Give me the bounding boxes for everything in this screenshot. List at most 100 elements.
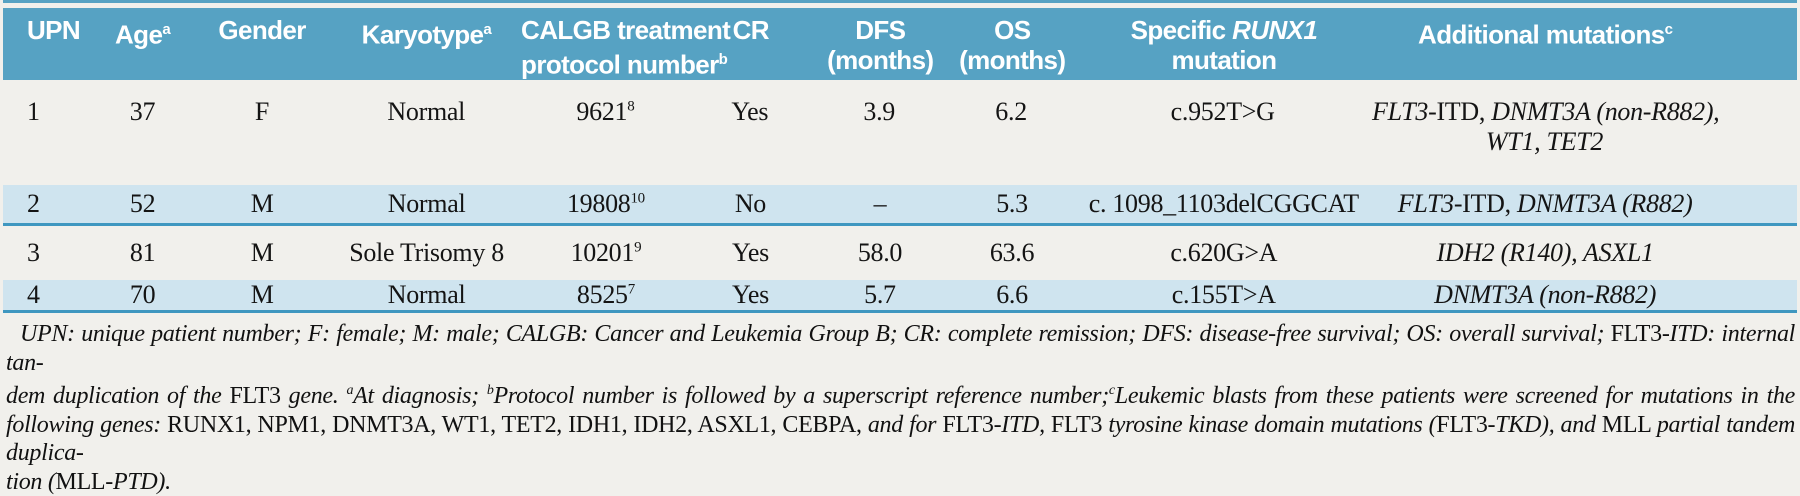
gene-name: FLT3 [942,412,993,438]
footnote-superscript-b: b [487,383,494,398]
cell-dfs: 3.9 [810,97,949,127]
gene-name: FLT3 [1398,189,1454,218]
cell-runx1-mutation: c. 1098_1103delCGGCAT [1074,189,1373,219]
cell-os: 63.6 [950,238,1075,268]
table-row: 3 81 M Sole Trisomy 8 102019 Yes 58.0 63… [3,226,1797,280]
col-header-additional-mutations: Additional mutationsc [1373,15,1797,50]
reference-superscript: 7 [628,281,635,297]
header-superscript: a [162,21,170,38]
cell-dfs: 5.7 [810,280,950,310]
cell-os: 6.2 [949,97,1073,127]
header-label: OS [950,15,1075,45]
cell-additional-mutations: FLT3-ITD, DNMT3A (non-R882), WT1, TET2 [1372,97,1797,157]
col-header-age: Agea [93,15,193,50]
col-header-runx1-mutation: Specific RUNX1 mutation [1075,15,1374,75]
header-label: Age [115,20,162,50]
cell-gender: M [192,189,332,219]
header-label: Additional mutations [1418,20,1665,50]
cell-os: 5.3 [950,189,1075,219]
cell-upn: 3 [3,238,93,268]
footnote-line: dem duplication of the FLT3 gene. aAt di… [6,377,1795,411]
col-header-upn: UPN [3,15,93,45]
gene-name: DNMT3A (non-R882), [1491,97,1719,126]
header-label: mutation [1075,45,1374,75]
reference-superscript: 8 [627,98,634,114]
gene-name: FLT3 [229,383,280,409]
col-header-gender: Gender [192,15,331,45]
header-superscript: b [719,51,728,68]
cell-additional-mutations: DNMT3A (non-R882) [1373,280,1797,310]
cell-protocol: 96218 [521,97,690,127]
cell-age: 81 [93,238,193,268]
header-label: Specific [1131,15,1233,45]
col-header-cr: CR [691,15,811,45]
footnote-line: tion (MLL-PTD). [6,468,1795,496]
header-label: CALGB treatment [521,15,691,45]
cell-runx1-mutation: c.155T>A [1074,280,1373,310]
header-label: Gender [192,15,331,45]
table-header-row: UPN Agea Gender Karyotypea CALGB treatme… [3,8,1797,80]
cell-gender: F [192,97,331,127]
col-header-dfs: DFS (months) [811,15,950,75]
gene-name: MLL [1602,412,1657,438]
cell-protocol: 1980810 [521,189,690,219]
cell-protocol: 85257 [521,280,690,310]
gene-name: FLT3 [1051,412,1108,438]
gene-name: DNMT3A (R882) [1517,189,1692,218]
gene-name: FLT3 [1372,97,1428,126]
cell-gender: M [192,280,332,310]
cell-additional-mutations: IDH2 (R140), ASXL1 [1373,238,1797,268]
gene-name: WT1, TET2 [1372,127,1717,157]
col-header-protocol: CALGB treatment protocol numberb [521,15,691,80]
cell-cr: Yes [691,238,811,268]
header-label: DFS [811,15,950,45]
cell-upn: 4 [3,280,93,310]
cell-dfs: 58.0 [810,238,950,268]
header-label: protocol number [521,50,719,80]
footnote-line: UPN: unique patient number; F: female; M… [6,320,1795,377]
cell-karyotype: Sole Trisomy 8 [332,238,521,268]
footnote: UPN: unique patient number; F: female; M… [6,320,1795,496]
col-header-karyotype: Karyotypea [332,15,521,50]
table-row: 1 37 F Normal 96218 Yes 3.9 6.2 c.952T>G… [3,80,1797,185]
reference-superscript: 9 [634,239,641,255]
cell-additional-mutations: FLT3-ITD, DNMT3A (R882) [1373,189,1797,219]
cell-karyotype: Normal [332,97,521,127]
cell-age: 37 [93,97,193,127]
gene-name: DNMT3A (non-R882) [1434,280,1656,309]
gene-name: IDH2 (R140), ASXL1 [1436,238,1653,267]
table-row: 4 70 M Normal 85257 Yes 5.7 6.6 c.155T>A… [3,280,1797,313]
header-superscript: c [1665,21,1673,38]
cell-gender: M [192,238,332,268]
cell-cr: No [691,189,811,219]
header-label: Karyotype [362,20,484,50]
gene-name: MLL [56,469,106,495]
cell-runx1-mutation: c.620G>A [1074,238,1373,268]
gene-name: FLT3 [1611,321,1662,347]
gene-list: RUNX1, NPM1, DNMT3A, WT1, TET2, IDH1, ID… [167,412,868,438]
footnote-line: following genes: RUNX1, NPM1, DNMT3A, WT… [6,411,1795,468]
gene-name: RUNX1 [1232,15,1317,45]
cell-runx1-mutation: c.952T>G [1073,97,1372,127]
table-row: 2 52 M Normal 1980810 No – 5.3 c. 1098_1… [3,185,1797,226]
cell-upn: 1 [3,97,93,127]
cell-karyotype: Normal [332,189,521,219]
cell-protocol: 102019 [521,238,690,268]
cell-cr: Yes [691,280,811,310]
header-superscript: a [483,21,491,38]
cell-karyotype: Normal [332,280,521,310]
cell-os: 6.6 [950,280,1075,310]
cell-cr: Yes [690,97,809,127]
cell-dfs: – [810,189,950,219]
reference-superscript: 10 [630,190,644,206]
gene-name: FLT3 [1436,412,1487,438]
col-header-os: OS (months) [950,15,1075,75]
cell-upn: 2 [3,189,93,219]
header-label: (months) [950,45,1075,75]
header-label: CR [691,15,811,45]
header-label: (months) [811,45,950,75]
cell-age: 70 [93,280,193,310]
header-label: UPN [27,15,93,45]
cell-age: 52 [93,189,193,219]
